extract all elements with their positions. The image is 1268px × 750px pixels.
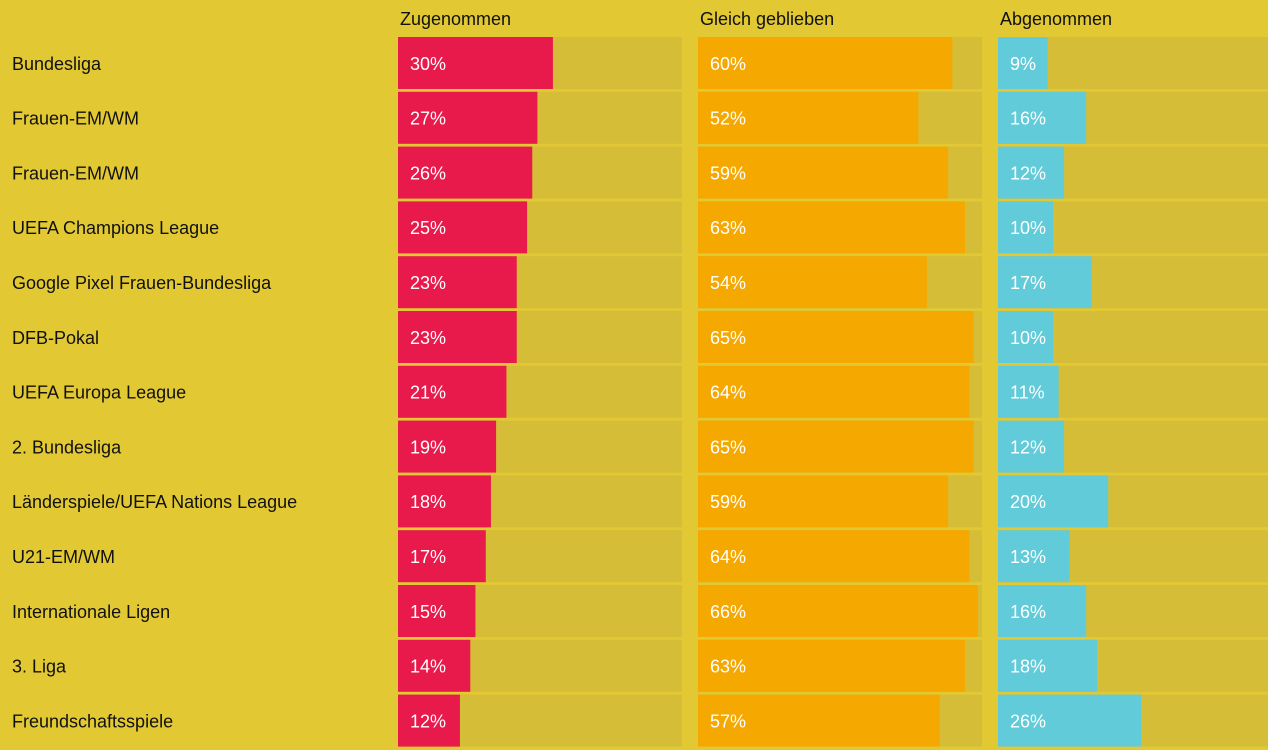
- bar: [698, 146, 949, 199]
- bar: [998, 365, 1059, 418]
- value-label: 18%: [410, 492, 446, 512]
- value-label: 65%: [710, 328, 746, 348]
- bar: [998, 420, 1065, 473]
- bar: [398, 365, 507, 418]
- bar: [398, 694, 460, 747]
- value-label: 18%: [1010, 657, 1046, 677]
- bar: [998, 694, 1142, 747]
- value-label: 17%: [1010, 273, 1046, 293]
- value-label: 65%: [710, 437, 746, 457]
- bar: [398, 530, 486, 583]
- value-label: 19%: [410, 437, 446, 457]
- bar: [998, 91, 1087, 144]
- value-label: 27%: [410, 109, 446, 129]
- bar: [398, 201, 528, 254]
- value-label: 10%: [1010, 218, 1046, 238]
- value-label: 64%: [710, 383, 746, 403]
- bar: [998, 530, 1070, 583]
- bar: [698, 365, 970, 418]
- value-label: 26%: [410, 163, 446, 183]
- bar: [698, 639, 966, 692]
- value-label: 13%: [1010, 547, 1046, 567]
- category-label: Internationale Ligen: [12, 602, 170, 622]
- legend-label: Zugenommen: [400, 9, 511, 29]
- value-label: 20%: [1010, 492, 1046, 512]
- value-label: 30%: [410, 54, 446, 74]
- bar: [698, 311, 974, 363]
- value-label: 60%: [710, 54, 746, 74]
- value-label: 15%: [410, 602, 446, 622]
- value-label: 17%: [410, 547, 446, 567]
- bar: [998, 639, 1098, 692]
- value-label: 25%: [410, 218, 446, 238]
- legend-label: Gleich geblieben: [700, 9, 834, 29]
- bar: [998, 37, 1048, 89]
- category-label: Länderspiele/UEFA Nations League: [12, 492, 297, 512]
- category-label: Frauen-EM/WM: [12, 109, 139, 129]
- value-label: 12%: [1010, 163, 1046, 183]
- category-label: 3. Liga: [12, 657, 67, 677]
- bar: [698, 91, 919, 144]
- value-label: 16%: [1010, 109, 1046, 129]
- value-label: 23%: [410, 328, 446, 348]
- category-label: Bundesliga: [12, 54, 102, 74]
- value-label: 64%: [710, 547, 746, 567]
- value-label: 9%: [1010, 54, 1036, 74]
- category-label: UEFA Champions League: [12, 218, 219, 238]
- bar: [398, 475, 491, 528]
- bar: [998, 475, 1109, 528]
- category-label: Frauen-EM/WM: [12, 163, 139, 183]
- value-label: 63%: [710, 657, 746, 677]
- bar: [698, 585, 978, 637]
- value-label: 10%: [1010, 328, 1046, 348]
- bar: [698, 201, 966, 254]
- value-label: 52%: [710, 109, 746, 129]
- value-label: 66%: [710, 602, 746, 622]
- value-label: 26%: [1010, 711, 1046, 731]
- value-label: 11%: [1010, 383, 1045, 403]
- bar: [398, 585, 476, 637]
- bar: [998, 201, 1054, 254]
- value-label: 57%: [710, 711, 746, 731]
- bar: [398, 146, 533, 199]
- bar: [998, 256, 1092, 309]
- bar: [698, 530, 970, 583]
- value-label: 12%: [410, 711, 446, 731]
- bar: [398, 420, 497, 473]
- value-label: 12%: [1010, 437, 1046, 457]
- bar: [698, 475, 949, 528]
- value-label: 16%: [1010, 602, 1046, 622]
- bar: [398, 256, 517, 309]
- bar: [698, 256, 927, 309]
- value-label: 54%: [710, 273, 746, 293]
- category-label: Google Pixel Frauen-Bundesliga: [12, 273, 272, 293]
- value-label: 21%: [410, 383, 446, 403]
- category-label: DFB-Pokal: [12, 328, 99, 348]
- bar: [398, 37, 553, 89]
- bar: [398, 639, 471, 692]
- value-label: 14%: [410, 657, 446, 677]
- category-label: 2. Bundesliga: [12, 437, 122, 457]
- value-label: 59%: [710, 163, 746, 183]
- bar: [998, 146, 1065, 199]
- bar: [398, 91, 538, 144]
- category-label: UEFA Europa League: [12, 383, 186, 403]
- value-label: 59%: [710, 492, 746, 512]
- bar: [698, 420, 974, 473]
- bar: [998, 311, 1054, 363]
- bar: [398, 311, 517, 363]
- bar: [698, 694, 940, 747]
- bar: [998, 585, 1087, 637]
- value-label: 23%: [410, 273, 446, 293]
- category-label: Freundschaftsspiele: [12, 711, 173, 731]
- bar: [698, 37, 953, 89]
- value-label: 63%: [710, 218, 746, 238]
- legend-label: Abgenommen: [1000, 9, 1112, 29]
- category-label: U21-EM/WM: [12, 547, 115, 567]
